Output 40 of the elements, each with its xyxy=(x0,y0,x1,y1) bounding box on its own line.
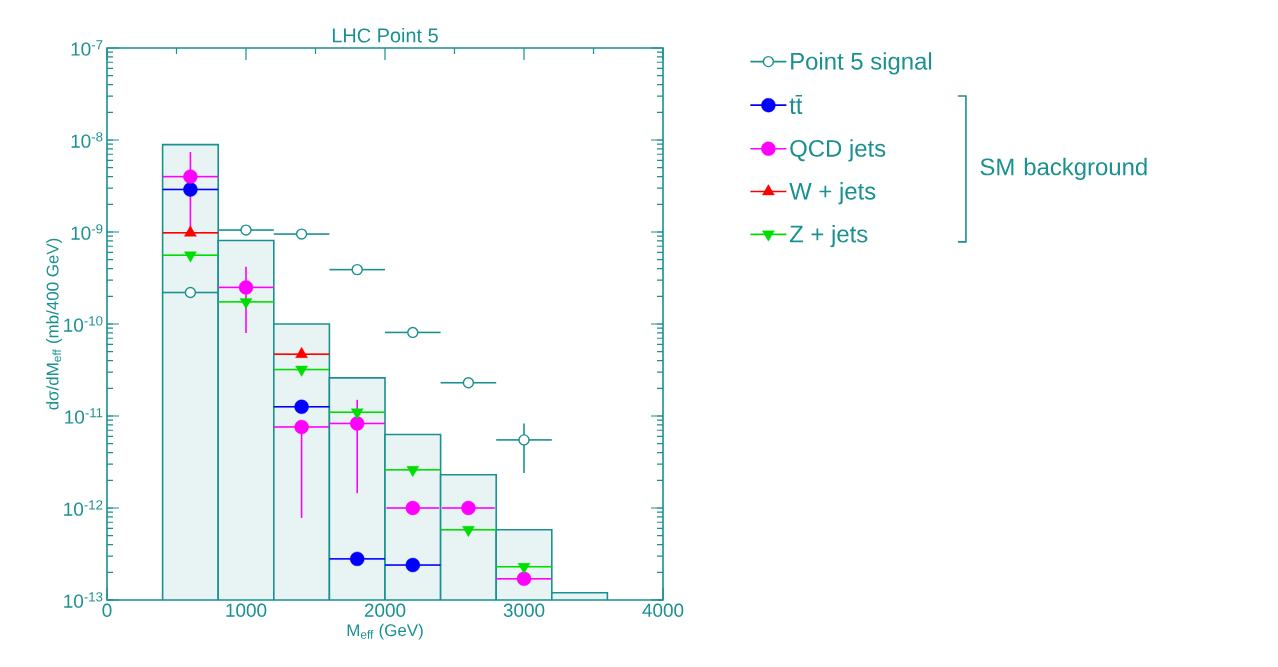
x-tick-label: 4000 xyxy=(642,603,684,617)
y-tick-label: 10$^{-11}$ xyxy=(65,408,103,424)
y-tick-label: 10$^{-12}$ xyxy=(64,500,103,516)
point xyxy=(295,347,308,358)
point xyxy=(350,416,365,431)
point xyxy=(405,500,420,516)
point xyxy=(406,466,420,478)
point xyxy=(183,169,198,184)
point xyxy=(350,551,365,567)
text: SM background xyxy=(980,157,1147,181)
x-axis-title: M$_{eff}$ (GeV) xyxy=(347,623,423,640)
y-tick-label: 10$^{-9}$ xyxy=(71,224,103,240)
x-tick-label: 1000 xyxy=(226,603,267,617)
point xyxy=(183,182,198,197)
y-tick-label: 10$^{-8}$ xyxy=(71,132,103,148)
point xyxy=(405,557,420,573)
point xyxy=(350,408,364,420)
chart-title: LHC Point 5 xyxy=(332,27,438,43)
x-tick-label: 0 xyxy=(102,603,112,617)
legend-label: W + jets xyxy=(789,182,876,205)
point xyxy=(294,419,309,435)
y-tick-label: 10$^{-13}$ xyxy=(64,592,103,608)
point xyxy=(462,526,475,537)
x-tick-label: 2000 xyxy=(364,603,406,617)
y-axis-title: dσ/dM$_{eff}$ (mb/400 GeV) xyxy=(46,238,62,410)
legend-label: Point 5 signal xyxy=(791,52,932,75)
point xyxy=(516,571,532,586)
point xyxy=(184,225,197,237)
legend-label: tt̄ xyxy=(789,95,803,115)
point xyxy=(517,563,531,574)
point xyxy=(461,500,476,516)
legend-label: QCD jets xyxy=(790,139,886,162)
y-tick-label: 10$^{-10}$ xyxy=(64,316,103,332)
point xyxy=(294,399,309,414)
point xyxy=(238,280,254,295)
y-tick-label: 10$^{-7}$ xyxy=(71,40,103,56)
legend-label: Z + jets xyxy=(789,224,868,248)
point xyxy=(184,251,197,263)
point xyxy=(295,365,308,377)
x-tick-label: 3000 xyxy=(503,603,545,617)
